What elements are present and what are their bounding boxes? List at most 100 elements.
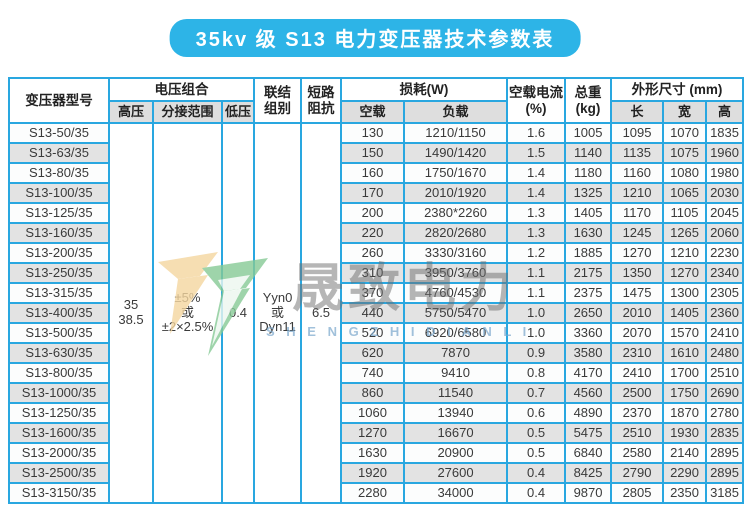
no-load-current-cell: 0.7 bbox=[506, 382, 567, 404]
table-row: S13-50/35 35 38.5 ±5% 或 ±2×2.5% 0.4 Yyn0 或 D… bbox=[8, 122, 745, 504]
length-cell: 1170 bbox=[610, 202, 665, 224]
length-cell: 1095 bbox=[610, 122, 665, 144]
width-cell: 1105 bbox=[662, 202, 708, 224]
load-loss-cell: 7870 bbox=[403, 342, 509, 364]
no-load-current-cell: 0.8 bbox=[506, 362, 567, 384]
width-cell: 1080 bbox=[662, 162, 708, 184]
length-cell: 2805 bbox=[610, 482, 665, 504]
header-model: 变压器型号 bbox=[8, 77, 110, 124]
no-load-loss-cell: 740 bbox=[340, 362, 406, 384]
no-load-current-cell: 1.2 bbox=[506, 242, 567, 264]
height-cell: 1980 bbox=[705, 162, 745, 184]
model-cell: S13-2500/35 bbox=[8, 462, 110, 484]
no-load-loss-cell: 520 bbox=[340, 322, 406, 344]
weight-cell: 1630 bbox=[564, 222, 613, 244]
model-cell: S13-315/35 bbox=[8, 282, 110, 304]
height-cell: 2360 bbox=[705, 302, 745, 324]
load-loss-cell: 27600 bbox=[403, 462, 509, 484]
model-cell: S13-50/35 bbox=[8, 122, 110, 144]
weight-cell: 2175 bbox=[564, 262, 613, 284]
weight-cell: 4560 bbox=[564, 382, 613, 404]
height-cell: 2340 bbox=[705, 262, 745, 284]
weight-cell: 6840 bbox=[564, 442, 613, 464]
no-load-loss-cell: 2280 bbox=[340, 482, 406, 504]
model-cell: S13-1000/35 bbox=[8, 382, 110, 404]
header-height: 高 bbox=[705, 100, 745, 124]
load-loss-cell: 11540 bbox=[403, 382, 509, 404]
load-loss-cell: 2010/1920 bbox=[403, 182, 509, 204]
length-cell: 2010 bbox=[610, 302, 665, 324]
weight-cell: 1325 bbox=[564, 182, 613, 204]
no-load-loss-cell: 1920 bbox=[340, 462, 406, 484]
header-hv: 高压 bbox=[108, 100, 154, 124]
no-load-loss-cell: 220 bbox=[340, 222, 406, 244]
no-load-current-cell: 0.6 bbox=[506, 402, 567, 424]
no-load-loss-cell: 620 bbox=[340, 342, 406, 364]
height-cell: 1835 bbox=[705, 122, 745, 144]
load-loss-cell: 9410 bbox=[403, 362, 509, 384]
length-cell: 2580 bbox=[610, 442, 665, 464]
no-load-current-cell: 1.4 bbox=[506, 162, 567, 184]
header-length: 长 bbox=[610, 100, 665, 124]
load-loss-cell: 3330/3160 bbox=[403, 242, 509, 264]
length-cell: 1270 bbox=[610, 242, 665, 264]
model-cell: S13-1250/35 bbox=[8, 402, 110, 424]
table-row: S13-80/35 160 1750/1670 1.4 1180 1160 1080 1980 bbox=[8, 162, 745, 184]
model-cell: S13-1600/35 bbox=[8, 422, 110, 444]
width-cell: 1265 bbox=[662, 222, 708, 244]
width-cell: 1750 bbox=[662, 382, 708, 404]
load-loss-cell: 1210/1150 bbox=[403, 122, 509, 144]
page-title: 35kv 级 S13 电力变压器技术参数表 bbox=[169, 19, 581, 57]
no-load-current-cell: 1.0 bbox=[506, 302, 567, 324]
model-cell: S13-200/35 bbox=[8, 242, 110, 264]
height-cell: 2690 bbox=[705, 382, 745, 404]
length-cell: 2310 bbox=[610, 342, 665, 364]
height-cell: 2410 bbox=[705, 322, 745, 344]
header-width: 宽 bbox=[662, 100, 708, 124]
table-body: S13-50/35 35 38.5 ±5% 或 ±2×2.5% 0.4 Yyn0 或 D… bbox=[8, 122, 745, 504]
weight-cell: 3360 bbox=[564, 322, 613, 344]
length-cell: 2500 bbox=[610, 382, 665, 404]
height-cell: 2780 bbox=[705, 402, 745, 424]
table-row: S13-315/35 370 4760/4530 1.1 2375 1475 1300 230… bbox=[8, 282, 745, 304]
load-loss-cell: 2820/2680 bbox=[403, 222, 509, 244]
table-row: S13-2000/35 1630 20900 0.5 6840 2580 2140 2895 bbox=[8, 442, 745, 464]
no-load-loss-cell: 370 bbox=[340, 282, 406, 304]
weight-cell: 4170 bbox=[564, 362, 613, 384]
header-total-weight: 总重 (kg) bbox=[564, 77, 613, 124]
width-cell: 2290 bbox=[662, 462, 708, 484]
width-cell: 1210 bbox=[662, 242, 708, 264]
model-cell: S13-400/35 bbox=[8, 302, 110, 324]
no-load-loss-cell: 1270 bbox=[340, 422, 406, 444]
header-row-groups: 变压器型号 电压组合 联结 组别 短路 阻抗 损耗(W) 空载电流 (%) 总重… bbox=[8, 77, 745, 124]
height-cell: 2895 bbox=[705, 462, 745, 484]
width-cell: 1610 bbox=[662, 342, 708, 364]
header-connection-group: 联结 组别 bbox=[253, 77, 303, 124]
weight-cell: 1405 bbox=[564, 202, 613, 224]
table-row: S13-63/35 150 1490/1420 1.5 1140 1135 1075 1960 bbox=[8, 142, 745, 164]
no-load-loss-cell: 1060 bbox=[340, 402, 406, 424]
weight-cell: 1005 bbox=[564, 122, 613, 144]
table-row: S13-400/35 440 5750/5470 1.0 2650 2010 1405 236… bbox=[8, 302, 745, 324]
header-no-load-current: 空载电流 (%) bbox=[506, 77, 567, 124]
table-row: S13-160/35 220 2820/2680 1.3 1630 1245 1265 206… bbox=[8, 222, 745, 244]
table-row: S13-800/35 740 9410 0.8 4170 2410 1700 2510 bbox=[8, 362, 745, 384]
model-cell: S13-800/35 bbox=[8, 362, 110, 384]
model-cell: S13-125/35 bbox=[8, 202, 110, 224]
no-load-loss-cell: 160 bbox=[340, 162, 406, 184]
transformer-spec-table: 变压器型号 电压组合 联结 组别 短路 阻抗 损耗(W) 空载电流 (%) 总重… bbox=[8, 77, 745, 504]
table-row: S13-1000/35 860 11540 0.7 4560 2500 1750 2690 bbox=[8, 382, 745, 404]
weight-cell: 5475 bbox=[564, 422, 613, 444]
merged-connection-cell: Yyn0 或 Dyn11 bbox=[253, 122, 303, 504]
model-cell: S13-500/35 bbox=[8, 322, 110, 344]
no-load-current-cell: 0.9 bbox=[506, 342, 567, 364]
header-impedance: 短路 阻抗 bbox=[300, 77, 343, 124]
no-load-current-cell: 1.5 bbox=[506, 142, 567, 164]
height-cell: 1960 bbox=[705, 142, 745, 164]
no-load-current-cell: 1.0 bbox=[506, 322, 567, 344]
length-cell: 1350 bbox=[610, 262, 665, 284]
height-cell: 2060 bbox=[705, 222, 745, 244]
length-cell: 2410 bbox=[610, 362, 665, 384]
height-cell: 2030 bbox=[705, 182, 745, 204]
no-load-current-cell: 1.6 bbox=[506, 122, 567, 144]
